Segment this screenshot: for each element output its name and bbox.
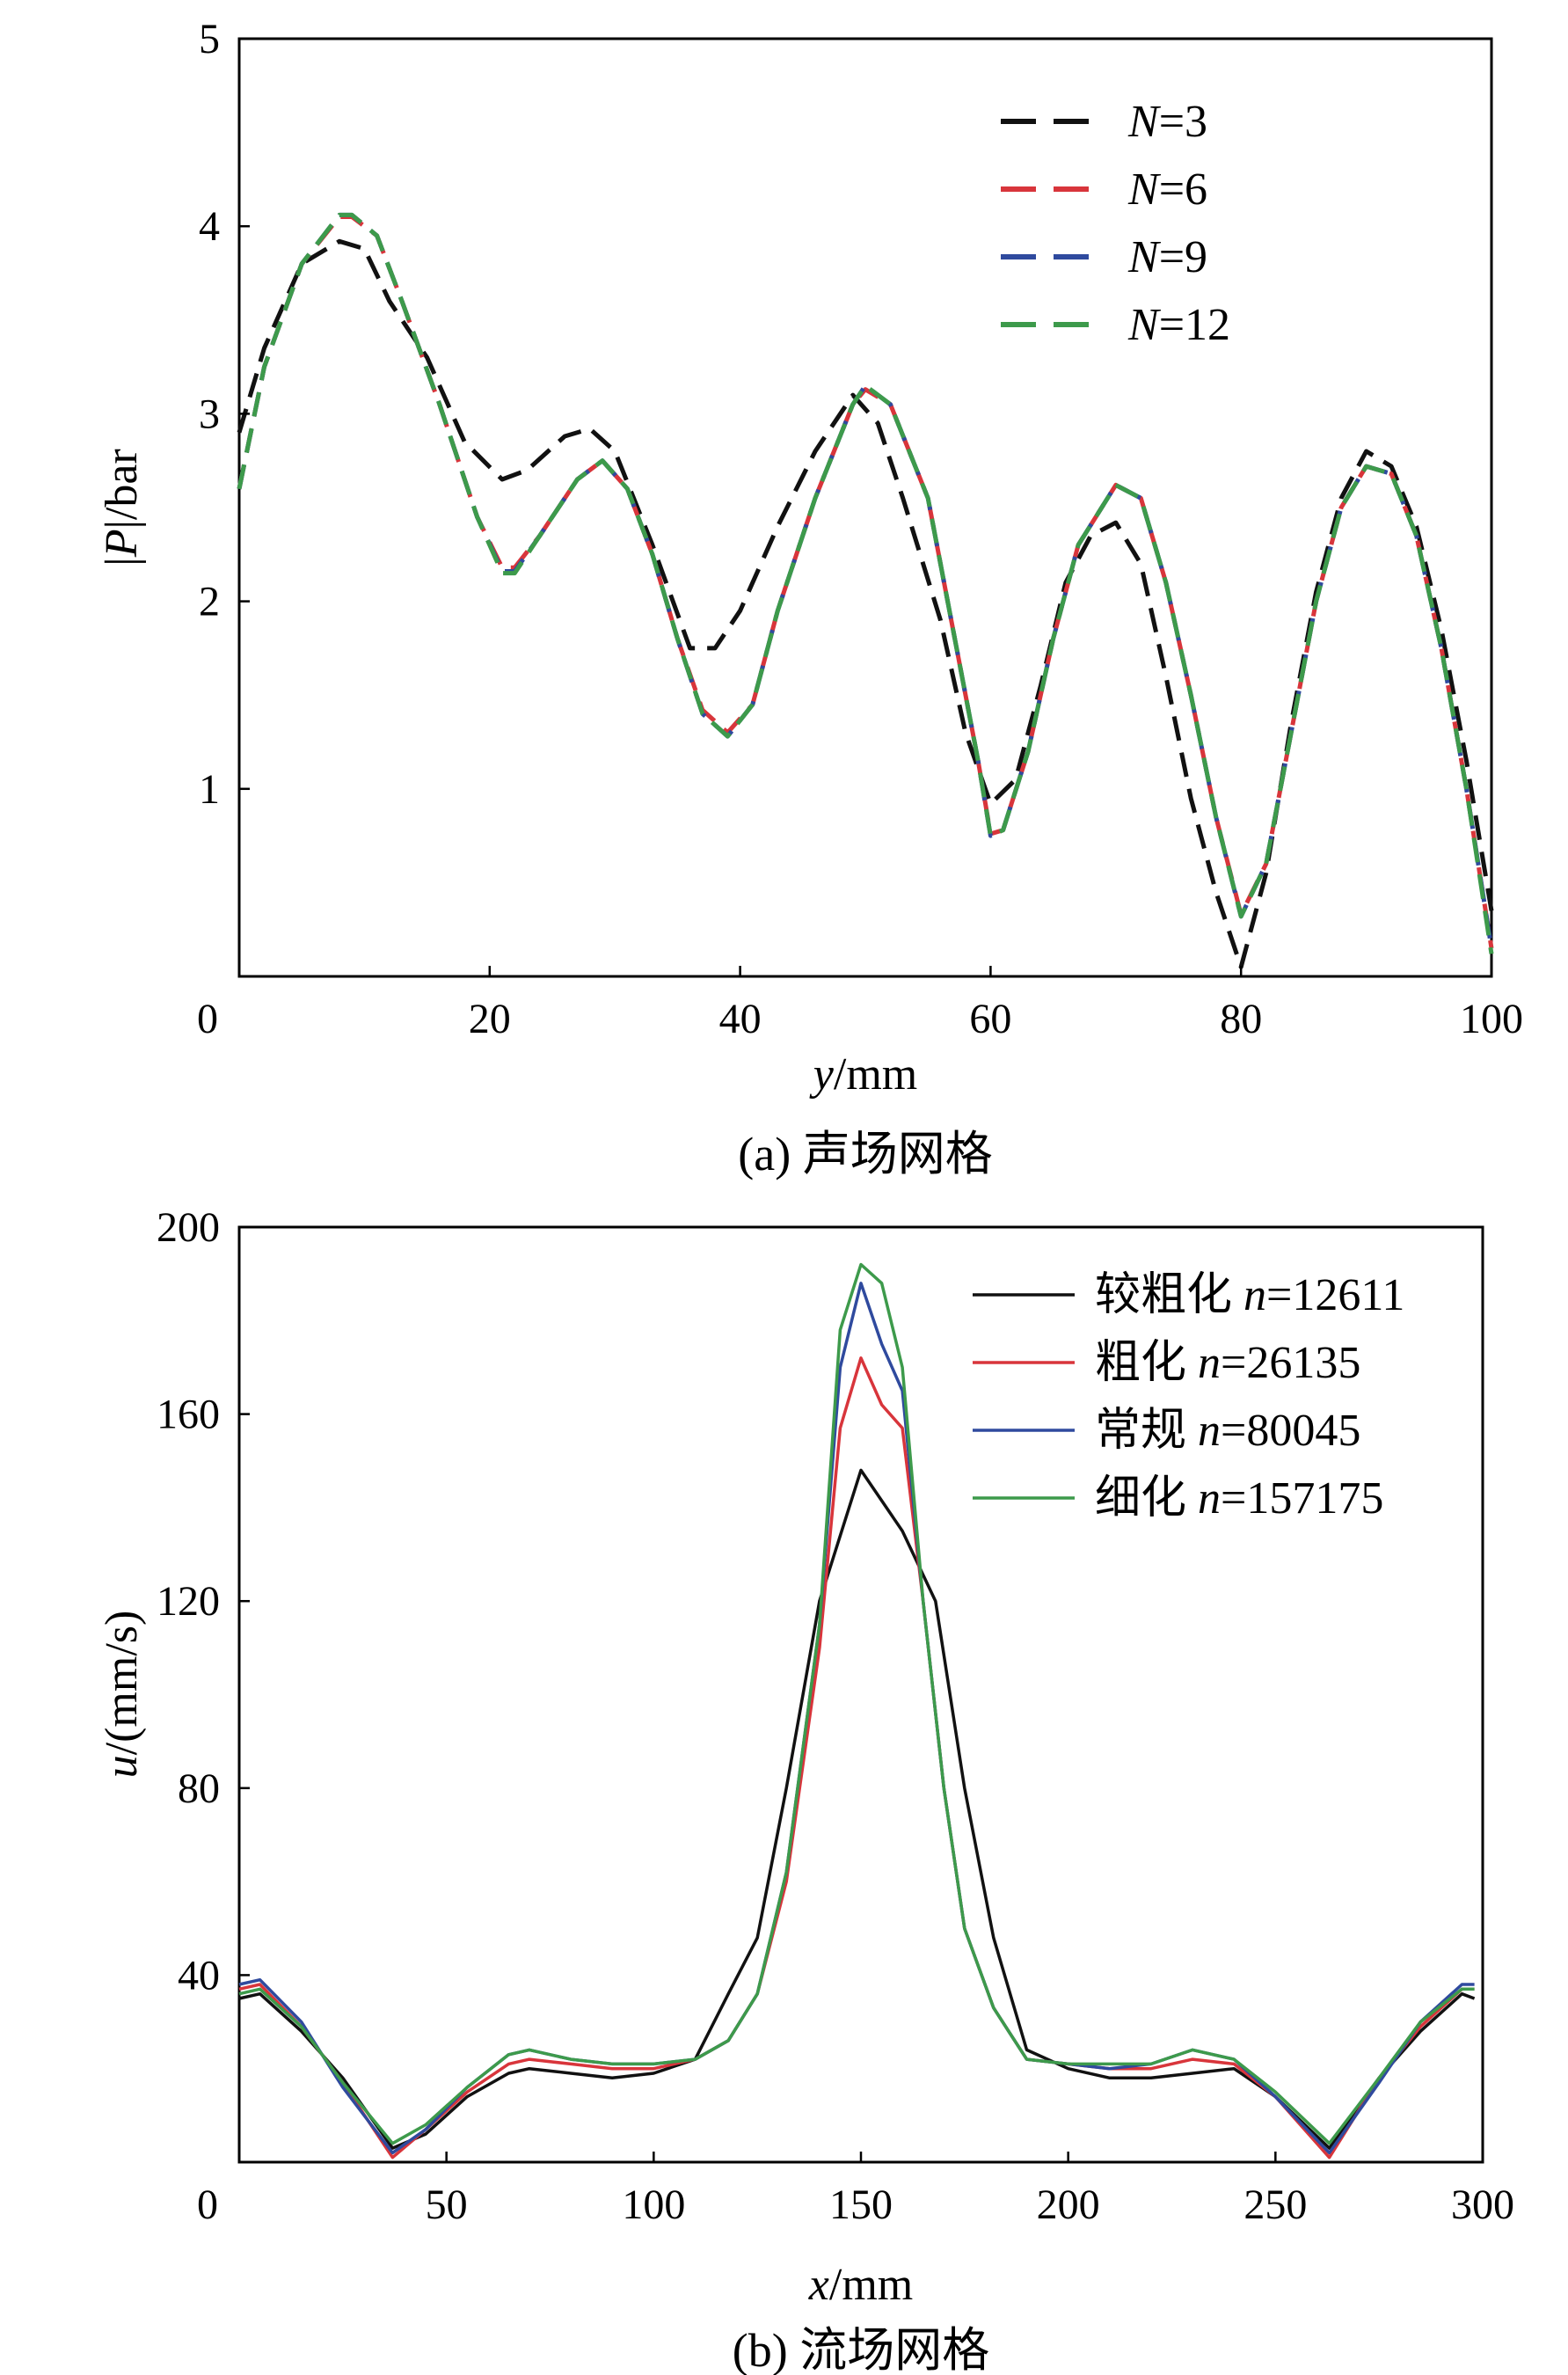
panel-b-y-ticks: 40 80 120 160 200: [157, 1204, 250, 1999]
panel-b-caption: (b) 流场网格: [733, 2324, 989, 2375]
x-tick-label: 100: [1460, 996, 1523, 1042]
series-line-a-0: [237, 238, 1494, 969]
x-tick-label: 80: [1220, 996, 1262, 1042]
y-tick-label: 2: [199, 579, 220, 625]
x-tick-label: 60: [969, 996, 1011, 1042]
panel-b-y-axis-label: u/(mm/s): [97, 1611, 147, 1779]
y-tick-label: 1: [199, 766, 220, 813]
series-line-b-0: [238, 1468, 1476, 2150]
panel-a-y-ticks: 1 2 3 4 5: [199, 16, 250, 813]
panel-a-pressure-chart: 1 2 3 4 5 0 20 40 60 80 100 N=3 N=6 N=9 N=12 |P|/bar…: [97, 16, 1523, 1180]
legend-label: 粗化 n=26135: [1095, 1338, 1360, 1388]
panel-a-legend: N=3 N=6 N=9 N=12: [1001, 97, 1230, 350]
legend-label: N=9: [1127, 232, 1207, 282]
y-tick-label: 5: [199, 16, 220, 62]
panel-a-caption: (a) 声场网格: [738, 1128, 992, 1180]
legend-label: N=12: [1127, 300, 1230, 350]
y-tick-label: 200: [157, 1204, 220, 1251]
panel-a-series-lines: [237, 212, 1494, 969]
panel-a-y-axis-label: |P|/bar: [97, 449, 147, 566]
legend-label: 较粗化 n=12611: [1095, 1270, 1404, 1320]
series-line-b-3: [238, 1262, 1475, 2145]
x-tick-label: 200: [1037, 2181, 1100, 2228]
legend-label: N=6: [1127, 164, 1207, 215]
y-tick-label: 3: [199, 391, 220, 437]
panel-b-legend: 较粗化 n=12611 粗化 n=26135 常规 n=80045 细化 n=1571…: [973, 1270, 1404, 1524]
panel-a-x-ticks: 0 20 40 60 80 100: [197, 966, 1523, 1042]
panel-b-x-axis-label: x/mm: [808, 2260, 913, 2310]
panel-a-x-axis-label: y/mm: [809, 1049, 917, 1100]
x-tick-label: 20: [469, 996, 511, 1042]
x-tick-label: 50: [426, 2181, 468, 2228]
panel-b-x-ticks: 0 50 100 150 200 250 300: [197, 2152, 1514, 2228]
y-tick-label: 40: [178, 1952, 220, 1999]
series-line-a-1: [237, 215, 1494, 949]
series-line-a-2: [237, 212, 1494, 949]
legend-label: 常规 n=80045: [1095, 1406, 1360, 1456]
x-tick-label: 40: [719, 996, 762, 1042]
x-tick-label: 0: [197, 996, 218, 1042]
y-tick-label: 4: [199, 203, 220, 250]
y-tick-label: 160: [157, 1392, 220, 1438]
x-tick-label: 300: [1451, 2181, 1514, 2228]
panel-b-series-lines: [238, 1262, 1476, 2159]
y-tick-label: 80: [178, 1765, 220, 1812]
legend-label: N=3: [1127, 97, 1207, 147]
x-tick-label: 250: [1243, 2181, 1307, 2228]
x-tick-label: 0: [197, 2181, 218, 2228]
x-tick-label: 100: [622, 2181, 685, 2228]
series-line-b-1: [238, 1356, 1475, 2159]
series-line-a-3: [237, 212, 1494, 954]
y-tick-label: 120: [157, 1578, 220, 1625]
x-tick-label: 150: [829, 2181, 893, 2228]
panel-a-plot-frame: [237, 37, 1493, 978]
panel-b-velocity-chart: 40 80 120 160 200 0 50 100 150 200 250 300 较粗化 n=1…: [97, 1204, 1514, 2375]
legend-label: 细化 n=157175: [1095, 1473, 1383, 1524]
